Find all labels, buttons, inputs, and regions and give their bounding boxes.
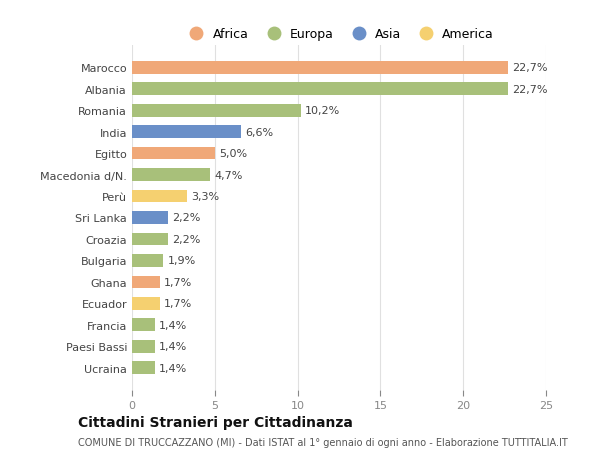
Bar — [132, 169, 210, 182]
Text: 1,4%: 1,4% — [160, 363, 188, 373]
Bar — [132, 276, 160, 289]
Text: 1,7%: 1,7% — [164, 299, 193, 309]
Text: 4,7%: 4,7% — [214, 170, 242, 180]
Bar — [132, 233, 169, 246]
Text: 3,3%: 3,3% — [191, 191, 219, 202]
Text: 22,7%: 22,7% — [512, 63, 548, 73]
Bar — [132, 340, 155, 353]
Text: 6,6%: 6,6% — [245, 127, 274, 137]
Text: 5,0%: 5,0% — [219, 149, 247, 159]
Bar — [132, 319, 155, 332]
Bar — [132, 147, 215, 160]
Text: COMUNE DI TRUCCAZZANO (MI) - Dati ISTAT al 1° gennaio di ogni anno - Elaborazion: COMUNE DI TRUCCAZZANO (MI) - Dati ISTAT … — [78, 437, 568, 447]
Text: 1,4%: 1,4% — [160, 320, 188, 330]
Bar — [132, 297, 160, 310]
Text: 2,2%: 2,2% — [173, 235, 201, 245]
Text: 10,2%: 10,2% — [305, 106, 340, 116]
Bar — [132, 190, 187, 203]
Bar — [132, 83, 508, 96]
Bar — [132, 362, 155, 375]
Bar — [132, 212, 169, 224]
Bar — [132, 254, 163, 267]
Legend: Africa, Europa, Asia, America: Africa, Europa, Asia, America — [179, 23, 499, 46]
Text: Cittadini Stranieri per Cittadinanza: Cittadini Stranieri per Cittadinanza — [78, 415, 353, 429]
Text: 1,4%: 1,4% — [160, 341, 188, 352]
Bar — [132, 104, 301, 118]
Text: 1,9%: 1,9% — [167, 256, 196, 266]
Text: 1,7%: 1,7% — [164, 277, 193, 287]
Bar — [132, 126, 241, 139]
Bar — [132, 62, 508, 74]
Text: 2,2%: 2,2% — [173, 213, 201, 223]
Text: 22,7%: 22,7% — [512, 84, 548, 95]
